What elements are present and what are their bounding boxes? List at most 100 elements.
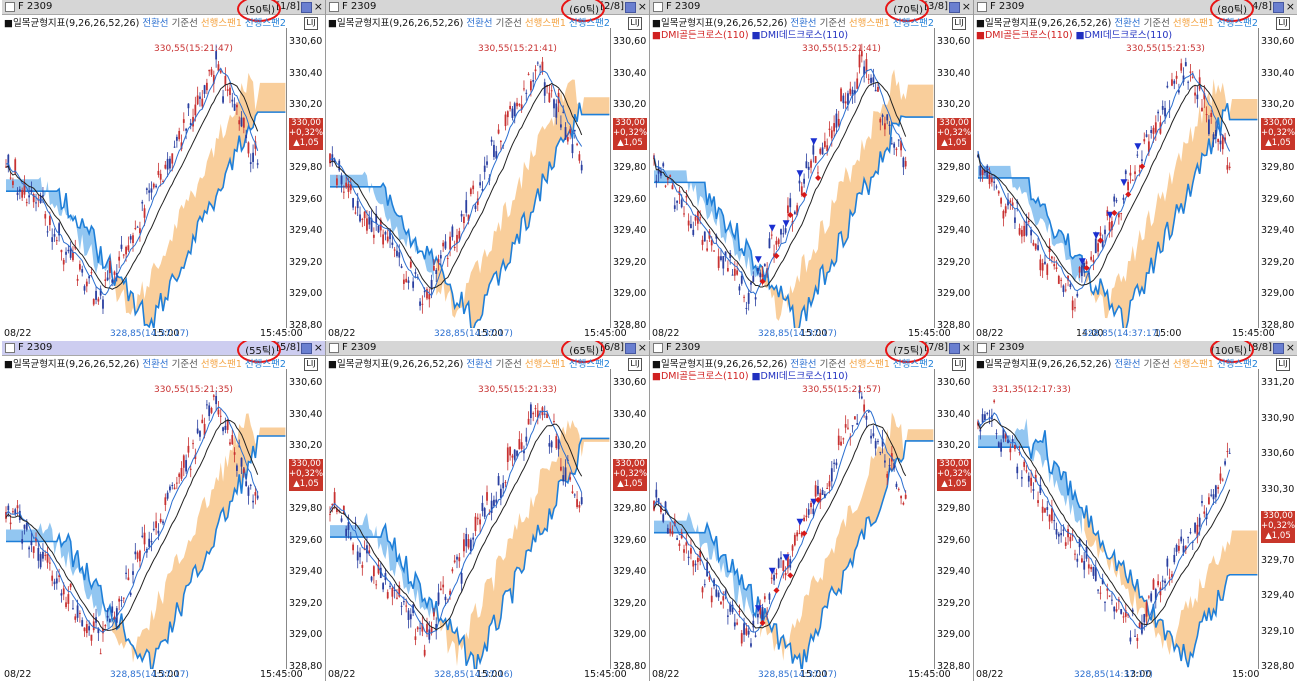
grid-icon[interactable] (949, 2, 960, 13)
candle-body (699, 217, 702, 219)
price-chart[interactable] (2, 28, 286, 328)
grid-icon[interactable] (1273, 2, 1284, 13)
close-icon[interactable]: × (637, 341, 647, 354)
price-chart[interactable]: ▼◆▼◆▼◆▼◆▼◆ (650, 28, 934, 328)
candle-body (132, 235, 134, 244)
grid-icon[interactable] (301, 2, 312, 13)
scale-button[interactable]: LIJ (304, 17, 318, 30)
scale-button[interactable]: LIJ (628, 17, 642, 30)
close-icon[interactable]: × (1285, 341, 1295, 354)
candle-body (1147, 596, 1150, 598)
y-tick-label: 330,40 (613, 67, 647, 79)
panel-checkbox[interactable] (977, 343, 987, 353)
chart-panel: F 2309 (50틱) [1/8] × ■일목균형지표(9,26,26,52,26) … (2, 0, 326, 340)
candle-body (1166, 558, 1169, 567)
scale-button[interactable]: LIJ (952, 358, 966, 371)
panel-checkbox[interactable] (329, 2, 339, 12)
close-icon[interactable]: × (313, 341, 323, 354)
price-chart[interactable]: ▼◆▼◆▼◆▼◆▼◆ (650, 369, 934, 669)
candle-body (242, 118, 245, 128)
panel-checkbox[interactable] (653, 2, 663, 12)
dmi-golden-cross-marker: ◆ (1125, 189, 1132, 198)
price-chart[interactable] (974, 369, 1258, 669)
candle-body (407, 280, 410, 283)
panel-checkbox[interactable] (977, 2, 987, 12)
grid-icon[interactable] (1273, 343, 1284, 354)
chart-panel: F 2309 (80틱) 4/8] × ■일목균형지표(9,26,26,52,26) 전… (974, 0, 1298, 340)
price-badge-chg: ▲1,05 (293, 479, 319, 489)
candle-body (426, 624, 428, 633)
scale-button[interactable]: LIJ (628, 358, 642, 371)
candle-body (336, 508, 338, 512)
candle-body (187, 103, 190, 109)
candle-body (120, 599, 123, 601)
grid-icon[interactable] (625, 2, 636, 13)
grid-icon[interactable] (625, 343, 636, 354)
candle-body (1124, 610, 1127, 617)
price-chart[interactable] (2, 369, 286, 669)
candle-body (409, 614, 412, 620)
base-line (5, 419, 259, 631)
candle-body (192, 116, 194, 127)
panel-checkbox[interactable] (329, 343, 339, 353)
close-icon[interactable]: × (961, 0, 971, 13)
price-chart[interactable] (326, 28, 610, 328)
candle-body (736, 270, 739, 275)
candle-body (1041, 506, 1044, 513)
dmi-golden-cross-label: ■DMI골든크로스(110) (976, 30, 1076, 41)
symbol-label: F 2309 (990, 1, 1025, 12)
indicator-name: ■일목균형지표(9,26,26,52,26) (652, 359, 791, 370)
dmi-golden-cross-marker: ◆ (1084, 263, 1091, 272)
scale-button[interactable]: LIJ (952, 17, 966, 30)
close-icon[interactable]: × (1285, 0, 1295, 13)
candle-body (409, 261, 412, 268)
base-line (653, 423, 907, 629)
candle-body (347, 184, 350, 192)
x-tick-label: 08/22 (652, 328, 680, 339)
candle-body (1081, 265, 1083, 277)
dmi-dead-cross-marker: ▼ (755, 255, 762, 265)
highlight-circle (885, 341, 929, 363)
x-tick-label: 08/22 (976, 669, 1004, 680)
candle-body (671, 185, 674, 190)
candle-body (428, 629, 431, 640)
candle-body (331, 503, 334, 506)
indicator-legend: ■일목균형지표(9,26,26,52,26) 전환선 기준선 선행스팬1 선행스… (976, 356, 1258, 370)
span2-label: 선행스팬2 (1216, 359, 1258, 370)
conversion-line-label: 전환선 (142, 359, 169, 370)
candle-body (775, 240, 778, 245)
candle-body (1099, 232, 1102, 236)
panel-checkbox[interactable] (5, 2, 15, 12)
scale-button[interactable]: LIJ (1276, 358, 1290, 371)
price-badge-pct: +0,32% (289, 128, 324, 138)
candle-body (997, 442, 1000, 448)
current-price-badge: 330,00 +0,32% ▲1,05 (1261, 118, 1295, 150)
candle-body (1113, 606, 1116, 612)
price-chart[interactable] (326, 369, 610, 669)
grid-icon[interactable] (949, 343, 960, 354)
panel-checkbox[interactable] (5, 343, 15, 353)
candle-body (252, 152, 254, 162)
candle-body (1071, 534, 1074, 537)
candle-body (58, 575, 61, 577)
panel-checkbox[interactable] (653, 343, 663, 353)
candle-body (1025, 470, 1028, 472)
close-icon[interactable]: × (637, 0, 647, 13)
close-icon[interactable]: × (313, 0, 323, 13)
scale-button[interactable]: LIJ (1276, 17, 1290, 30)
candle-body (807, 166, 810, 170)
current-price-badge: 330,00 +0,32% ▲1,05 (1261, 511, 1295, 543)
candle-body (155, 521, 157, 528)
candle-body (835, 462, 838, 466)
price-chart[interactable]: ▼◆▼◆▼◆▼◆▼◆ (974, 28, 1258, 328)
candle-body (782, 233, 785, 235)
close-icon[interactable]: × (961, 341, 971, 354)
candle-body (120, 244, 123, 249)
scale-button[interactable]: LIJ (304, 358, 318, 371)
candle-body (352, 544, 354, 551)
candle-body (32, 546, 35, 553)
candle-body (1138, 170, 1141, 172)
indicator-name: ■일목균형지표(9,26,26,52,26) (328, 18, 467, 29)
grid-icon[interactable] (301, 343, 312, 354)
y-tick-label: 329,20 (937, 597, 971, 609)
